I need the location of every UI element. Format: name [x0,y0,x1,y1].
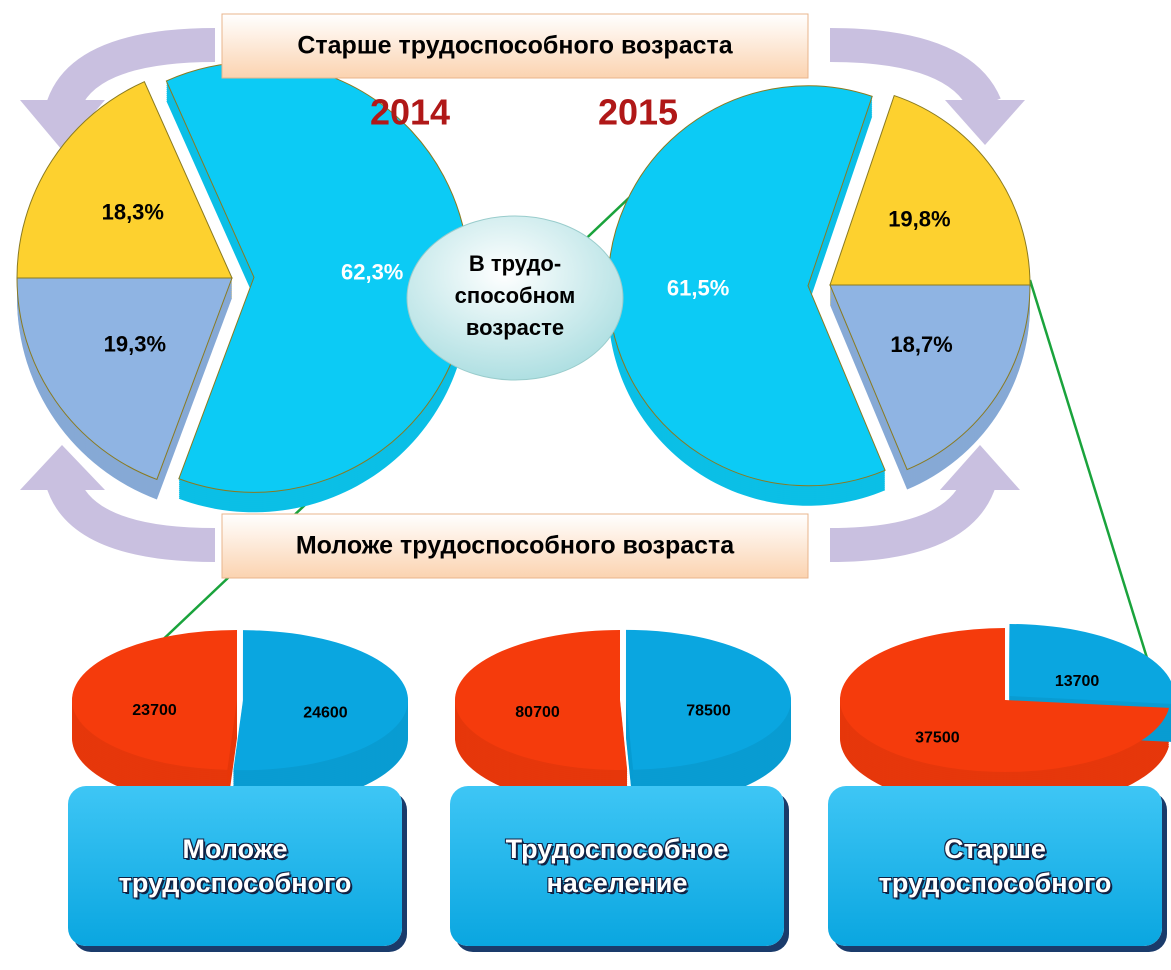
infographic: 18,3% 62,3% 19,3% 19,8% 61,5% 18,7% 23700 24600… [0,0,1171,970]
pie-title: 2014 [370,92,450,133]
value-label: 18,7% [890,332,952,357]
category-button: Трудоспособное население [450,786,784,946]
banner-text: Старше трудоспособного возраста [297,32,733,60]
value-label: 24600 [303,704,348,721]
button-text: Моложе трудоспособного [90,832,380,900]
pie: 80700 78500 [455,630,791,808]
value-label: 19,8% [888,207,950,232]
banner-text: Моложе трудоспособного возраста [296,532,735,560]
value-label: 80700 [515,704,560,721]
category-button: Моложе трудоспособного [68,786,402,946]
center-text: возрасте [466,315,564,340]
pie: 19,8% 61,5% 18,7% [608,86,1030,506]
value-label: 62,3% [341,259,403,284]
value-label: 37500 [915,730,960,747]
center-text: В трудо- [469,251,561,276]
button-text: Трудоспособное население [472,832,762,900]
center-text: способном [455,283,576,308]
pie: 37500 13700 [840,624,1171,810]
value-label: 78500 [686,702,731,719]
value-label: 23700 [132,702,177,719]
category-button: Старше трудоспособного [828,786,1162,946]
pie-title: 2015 [598,92,678,133]
value-label: 19,3% [104,331,166,356]
button-text: Старше трудоспособного [850,832,1140,900]
slice [1009,624,1171,704]
pies: 18,3% 62,3% 19,3% 19,8% 61,5% 18,7% 23700 24600… [17,62,1171,810]
pie: 23700 24600 [72,630,408,808]
value-label: 13700 [1055,673,1100,690]
value-label: 18,3% [102,199,164,224]
value-label: 61,5% [667,275,729,300]
